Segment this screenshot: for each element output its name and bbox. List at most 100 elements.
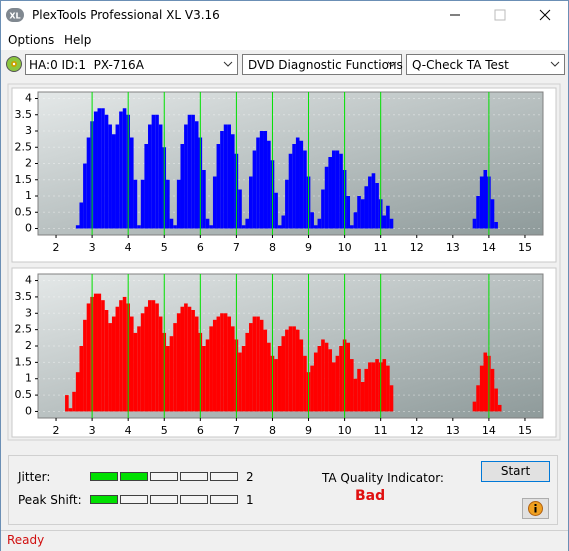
menu-item[interactable]: Options	[8, 33, 55, 47]
bar	[137, 225, 141, 229]
menu-item[interactable]: Help	[64, 33, 92, 47]
bar	[227, 124, 231, 229]
info-button[interactable]	[522, 498, 549, 519]
x-tick-label: 10	[338, 424, 352, 437]
maximize-button[interactable]	[494, 9, 506, 21]
bar	[158, 316, 163, 412]
bar	[256, 316, 260, 412]
bar	[328, 349, 332, 412]
jitter-meter	[90, 472, 238, 481]
x-tick-label: 5	[161, 424, 168, 437]
window-title: PlexTools Professional XL V3.16	[32, 8, 220, 22]
peak-shift-label: Peak Shift:	[18, 493, 82, 507]
bar	[155, 303, 159, 412]
bar	[277, 225, 282, 229]
bar	[339, 153, 343, 229]
bar	[263, 329, 268, 412]
bar	[331, 362, 336, 412]
bar	[245, 218, 250, 229]
bar	[108, 323, 112, 412]
bar	[86, 137, 91, 229]
y-tick-label: 1	[25, 189, 32, 202]
x-tick-label: 8	[269, 424, 276, 437]
bar	[205, 218, 210, 229]
x-tick-label: 13	[446, 241, 460, 254]
bar	[350, 225, 354, 229]
bar	[176, 179, 181, 229]
bar	[148, 124, 152, 229]
bar	[472, 401, 477, 412]
bar	[472, 218, 477, 229]
bar	[249, 176, 253, 229]
bar	[490, 199, 495, 229]
bar	[328, 157, 332, 229]
bar	[324, 342, 329, 412]
bar	[140, 179, 145, 229]
close-button[interactable]	[539, 9, 551, 21]
bar	[281, 336, 286, 412]
bar	[288, 326, 293, 412]
y-tick-label: 3.5	[15, 108, 33, 121]
bar	[205, 339, 210, 412]
bar	[313, 225, 318, 229]
start-button[interactable]: Start	[481, 461, 550, 482]
bar	[292, 144, 296, 229]
meter-segment	[180, 495, 208, 504]
bar	[335, 355, 340, 412]
bar	[364, 368, 369, 412]
function-select[interactable]: DVD Diagnostic Functions	[242, 54, 403, 75]
bar	[375, 359, 379, 412]
x-tick-label: 4	[125, 424, 132, 437]
bar	[238, 352, 242, 412]
bar	[93, 293, 98, 412]
x-tick-label: 14	[482, 241, 496, 254]
y-tick-label: 3	[25, 306, 32, 319]
bar	[382, 359, 387, 412]
bar	[194, 121, 199, 229]
x-tick-label: 8	[269, 241, 276, 254]
bar	[249, 323, 253, 412]
bar	[220, 313, 224, 412]
bar	[317, 346, 322, 412]
bar	[158, 124, 163, 229]
bar	[148, 300, 152, 412]
bar	[494, 388, 498, 412]
x-tick-label: 3	[89, 241, 96, 254]
bar	[353, 378, 358, 412]
bar	[497, 404, 502, 412]
bar	[371, 362, 376, 412]
bar	[281, 215, 286, 229]
bar	[288, 153, 293, 229]
bar	[220, 131, 224, 229]
x-tick-label: 13	[446, 424, 460, 437]
bar	[303, 355, 307, 412]
drive-select[interactable]: HA:0 ID:1 PX-716A	[25, 54, 238, 75]
bar	[151, 300, 156, 412]
bar	[180, 144, 185, 229]
bar	[111, 134, 116, 229]
test-select[interactable]: Q-Check TA Test	[406, 54, 565, 75]
drive-icon	[6, 56, 22, 72]
bar	[299, 339, 304, 412]
x-tick-label: 9	[305, 424, 312, 437]
bar	[97, 108, 102, 229]
bar	[187, 306, 192, 412]
bar	[129, 137, 134, 229]
bar	[86, 303, 91, 412]
bar	[295, 137, 300, 229]
bar	[83, 163, 87, 229]
meter-segment	[150, 495, 178, 504]
bar	[357, 368, 361, 412]
x-tick-label: 3	[89, 424, 96, 437]
x-tick-label: 11	[374, 241, 388, 254]
x-tick-label: 10	[338, 241, 352, 254]
bar	[111, 316, 116, 412]
bar	[144, 306, 149, 412]
bar	[83, 319, 87, 412]
bar	[122, 108, 127, 229]
bar	[313, 352, 318, 412]
bar	[79, 202, 84, 229]
bar	[137, 326, 141, 412]
y-tick-label: 3.5	[15, 290, 33, 303]
